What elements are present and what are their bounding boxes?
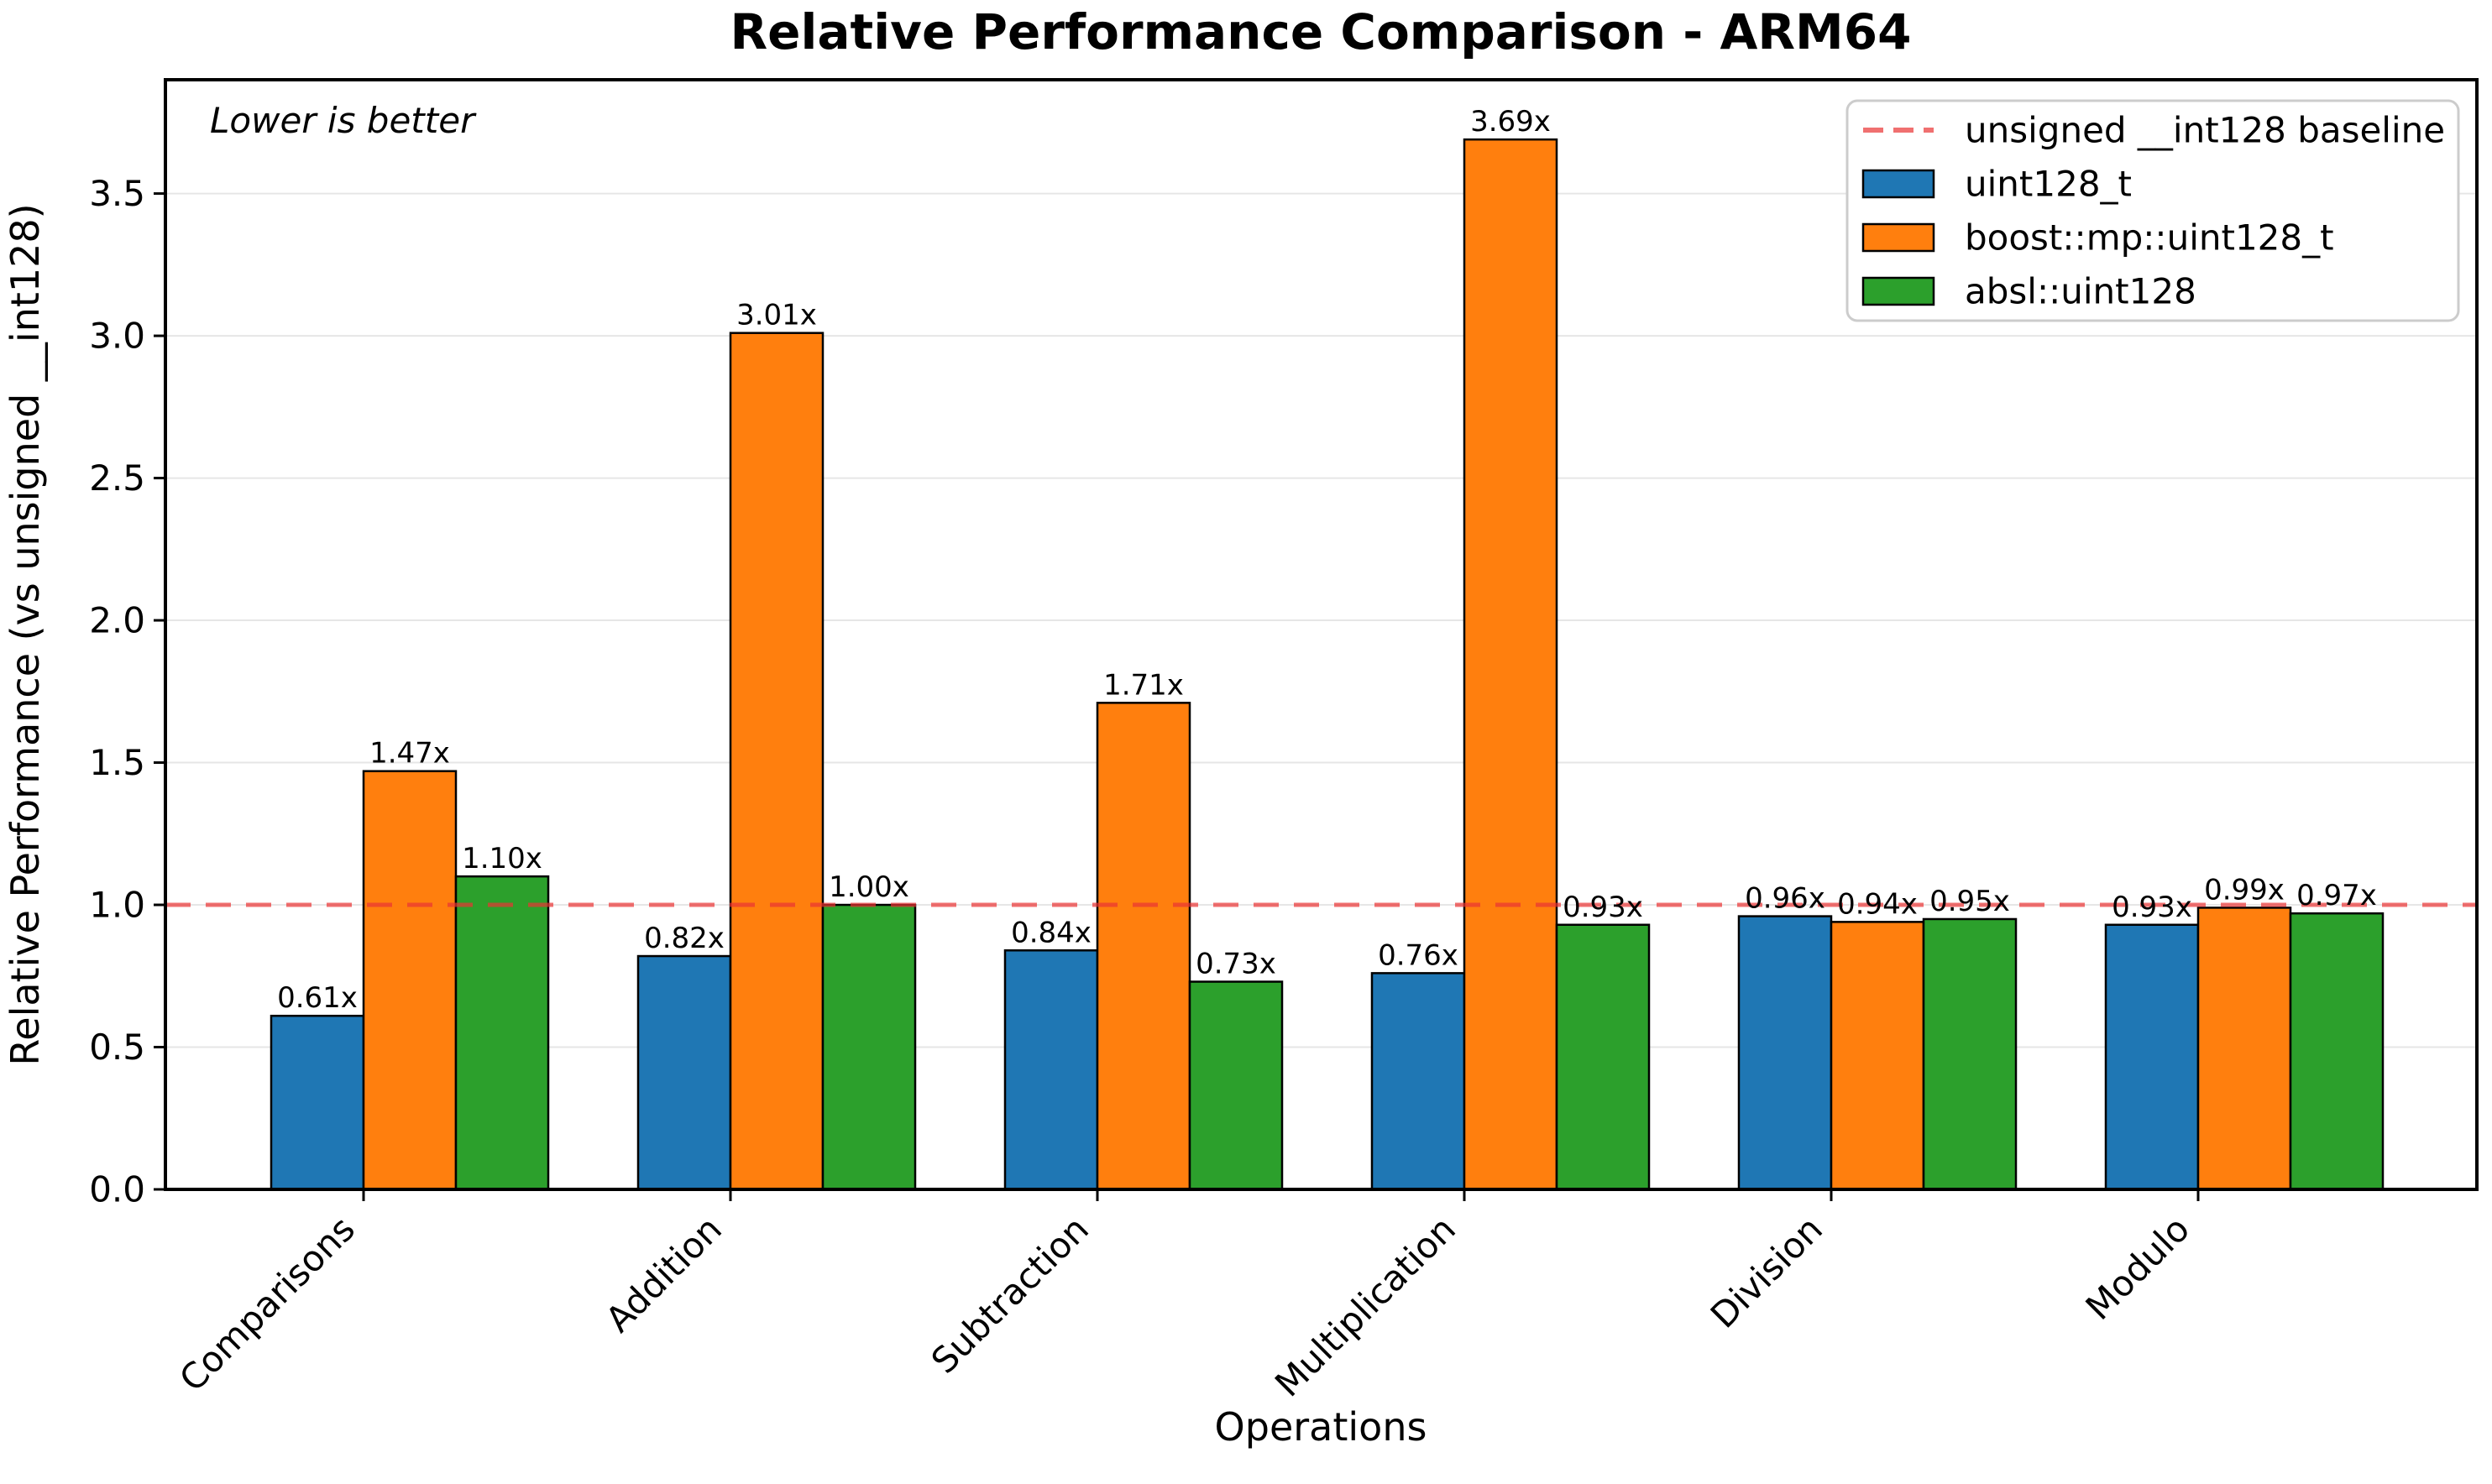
legend-swatch-uint128_t bbox=[1861, 169, 1935, 199]
bar-value-label: 3.01x bbox=[736, 299, 817, 332]
y-tick-label: 2.5 bbox=[89, 457, 145, 499]
bar-value-labels: 0.61x 0.82x 0.84x 0.76x 0.96x 0.93x 1.47x 3.01x… bbox=[277, 105, 2377, 1015]
bar-absl-uint128-subtraction bbox=[1188, 980, 1284, 1191]
y-tick-label: 0.5 bbox=[89, 1027, 145, 1068]
annotation-lower-is-better: Lower is better bbox=[210, 100, 477, 141]
bar-absl-uint128-comparisons bbox=[454, 875, 550, 1191]
bar-value-label: 0.95x bbox=[1929, 885, 2010, 918]
bars bbox=[270, 138, 2385, 1191]
y-tick-label: 3.5 bbox=[89, 173, 145, 214]
plot-border bbox=[164, 78, 2479, 1191]
legend-label-absl: absl::uint128 bbox=[1965, 271, 2196, 312]
bar-value-label: 0.61x bbox=[277, 981, 358, 1015]
chart-title: Relative Performance Comparison - ARM64 bbox=[730, 3, 1912, 60]
bar-uint128-t-multiplication bbox=[1370, 972, 1466, 1191]
bar-value-label: 0.73x bbox=[1196, 948, 1276, 981]
x-tick-label-addition: Addition bbox=[598, 1208, 730, 1340]
bar-uint128-t-comparisons bbox=[270, 1014, 365, 1191]
bar-uint128-t-subtraction bbox=[1003, 949, 1099, 1191]
bar-uint128-t-addition bbox=[636, 954, 732, 1191]
x-tick-label-division: Division bbox=[1703, 1208, 1830, 1335]
legend-swatch-absl bbox=[1861, 276, 1935, 306]
x-tick-label-comparisons: Comparisons bbox=[171, 1208, 363, 1399]
x-tick-labels: Comparisons Addition Subtraction Multiplica… bbox=[171, 1208, 2197, 1404]
bar-boost-mp-uint128-t-comparisons bbox=[362, 770, 458, 1191]
bar-value-label: 0.97x bbox=[2296, 879, 2377, 912]
bar-boost-mp-uint128-t-addition bbox=[729, 332, 825, 1191]
y-axis-label: Relative Performance (vs unsigned __int1… bbox=[3, 203, 48, 1065]
axis-ticks bbox=[154, 192, 2200, 1201]
bar-value-label: 1.00x bbox=[829, 870, 909, 904]
bar-value-label: 0.82x bbox=[644, 922, 725, 955]
bar-absl-uint128-addition bbox=[821, 903, 917, 1191]
y-tick-label: 3.0 bbox=[89, 316, 145, 357]
y-tick-labels: 0.0 0.5 1.0 1.5 2.0 2.5 3.0 3.5 bbox=[89, 173, 145, 1210]
bar-value-label: 0.76x bbox=[1378, 938, 1458, 972]
bar-value-label: 0.94x bbox=[1837, 887, 1918, 921]
y-tick-label: 1.0 bbox=[89, 885, 145, 926]
y-tick-label: 2.0 bbox=[89, 600, 145, 641]
bar-absl-uint128-division bbox=[1922, 917, 2018, 1191]
bar-value-label: 0.99x bbox=[2204, 873, 2285, 907]
legend-box bbox=[1845, 99, 2460, 322]
x-tick-label-multiplication: Multiplication bbox=[1267, 1208, 1463, 1404]
bar-absl-uint128-multiplication bbox=[1555, 923, 1651, 1191]
x-tick-label-modulo: Modulo bbox=[2078, 1208, 2198, 1328]
bar-absl-uint128-modulo bbox=[2289, 912, 2385, 1191]
bar-value-label: 0.84x bbox=[1011, 916, 1092, 949]
y-tick-label: 0.0 bbox=[89, 1169, 145, 1210]
x-axis-label: Operations bbox=[1215, 1404, 1427, 1450]
x-tick-label-subtraction: Subtraction bbox=[924, 1208, 1097, 1381]
bar-value-label: 0.93x bbox=[2112, 891, 2192, 924]
bar-value-label: 0.96x bbox=[1745, 882, 1825, 916]
legend-label-uint128_t: uint128_t bbox=[1965, 164, 2132, 205]
legend-label-boost: boost::mp::uint128_t bbox=[1965, 217, 2334, 259]
bar-value-label: 1.71x bbox=[1103, 668, 1184, 702]
bar-uint128-t-modulo bbox=[2104, 923, 2200, 1191]
legend-baseline-label: unsigned __int128 baseline bbox=[1965, 110, 2445, 151]
bar-boost-mp-uint128-t-modulo bbox=[2196, 907, 2292, 1191]
bar-boost-mp-uint128-t-division bbox=[1830, 921, 1925, 1191]
bar-uint128-t-division bbox=[1737, 915, 1833, 1191]
bar-boost-mp-uint128-t-multiplication bbox=[1463, 138, 1558, 1191]
bar-boost-mp-uint128-t-subtraction bbox=[1096, 702, 1191, 1191]
bar-value-label: 1.47x bbox=[369, 737, 450, 771]
legend-swatch-boost bbox=[1861, 222, 1935, 253]
bar-value-label: 3.69x bbox=[1470, 105, 1551, 138]
legend: unsigned __int128 baseline uint128_t boo… bbox=[1845, 99, 2460, 322]
bar-value-label: 1.10x bbox=[462, 842, 542, 875]
y-tick-label: 1.5 bbox=[89, 742, 145, 783]
bar-value-label: 0.93x bbox=[1563, 891, 1643, 924]
